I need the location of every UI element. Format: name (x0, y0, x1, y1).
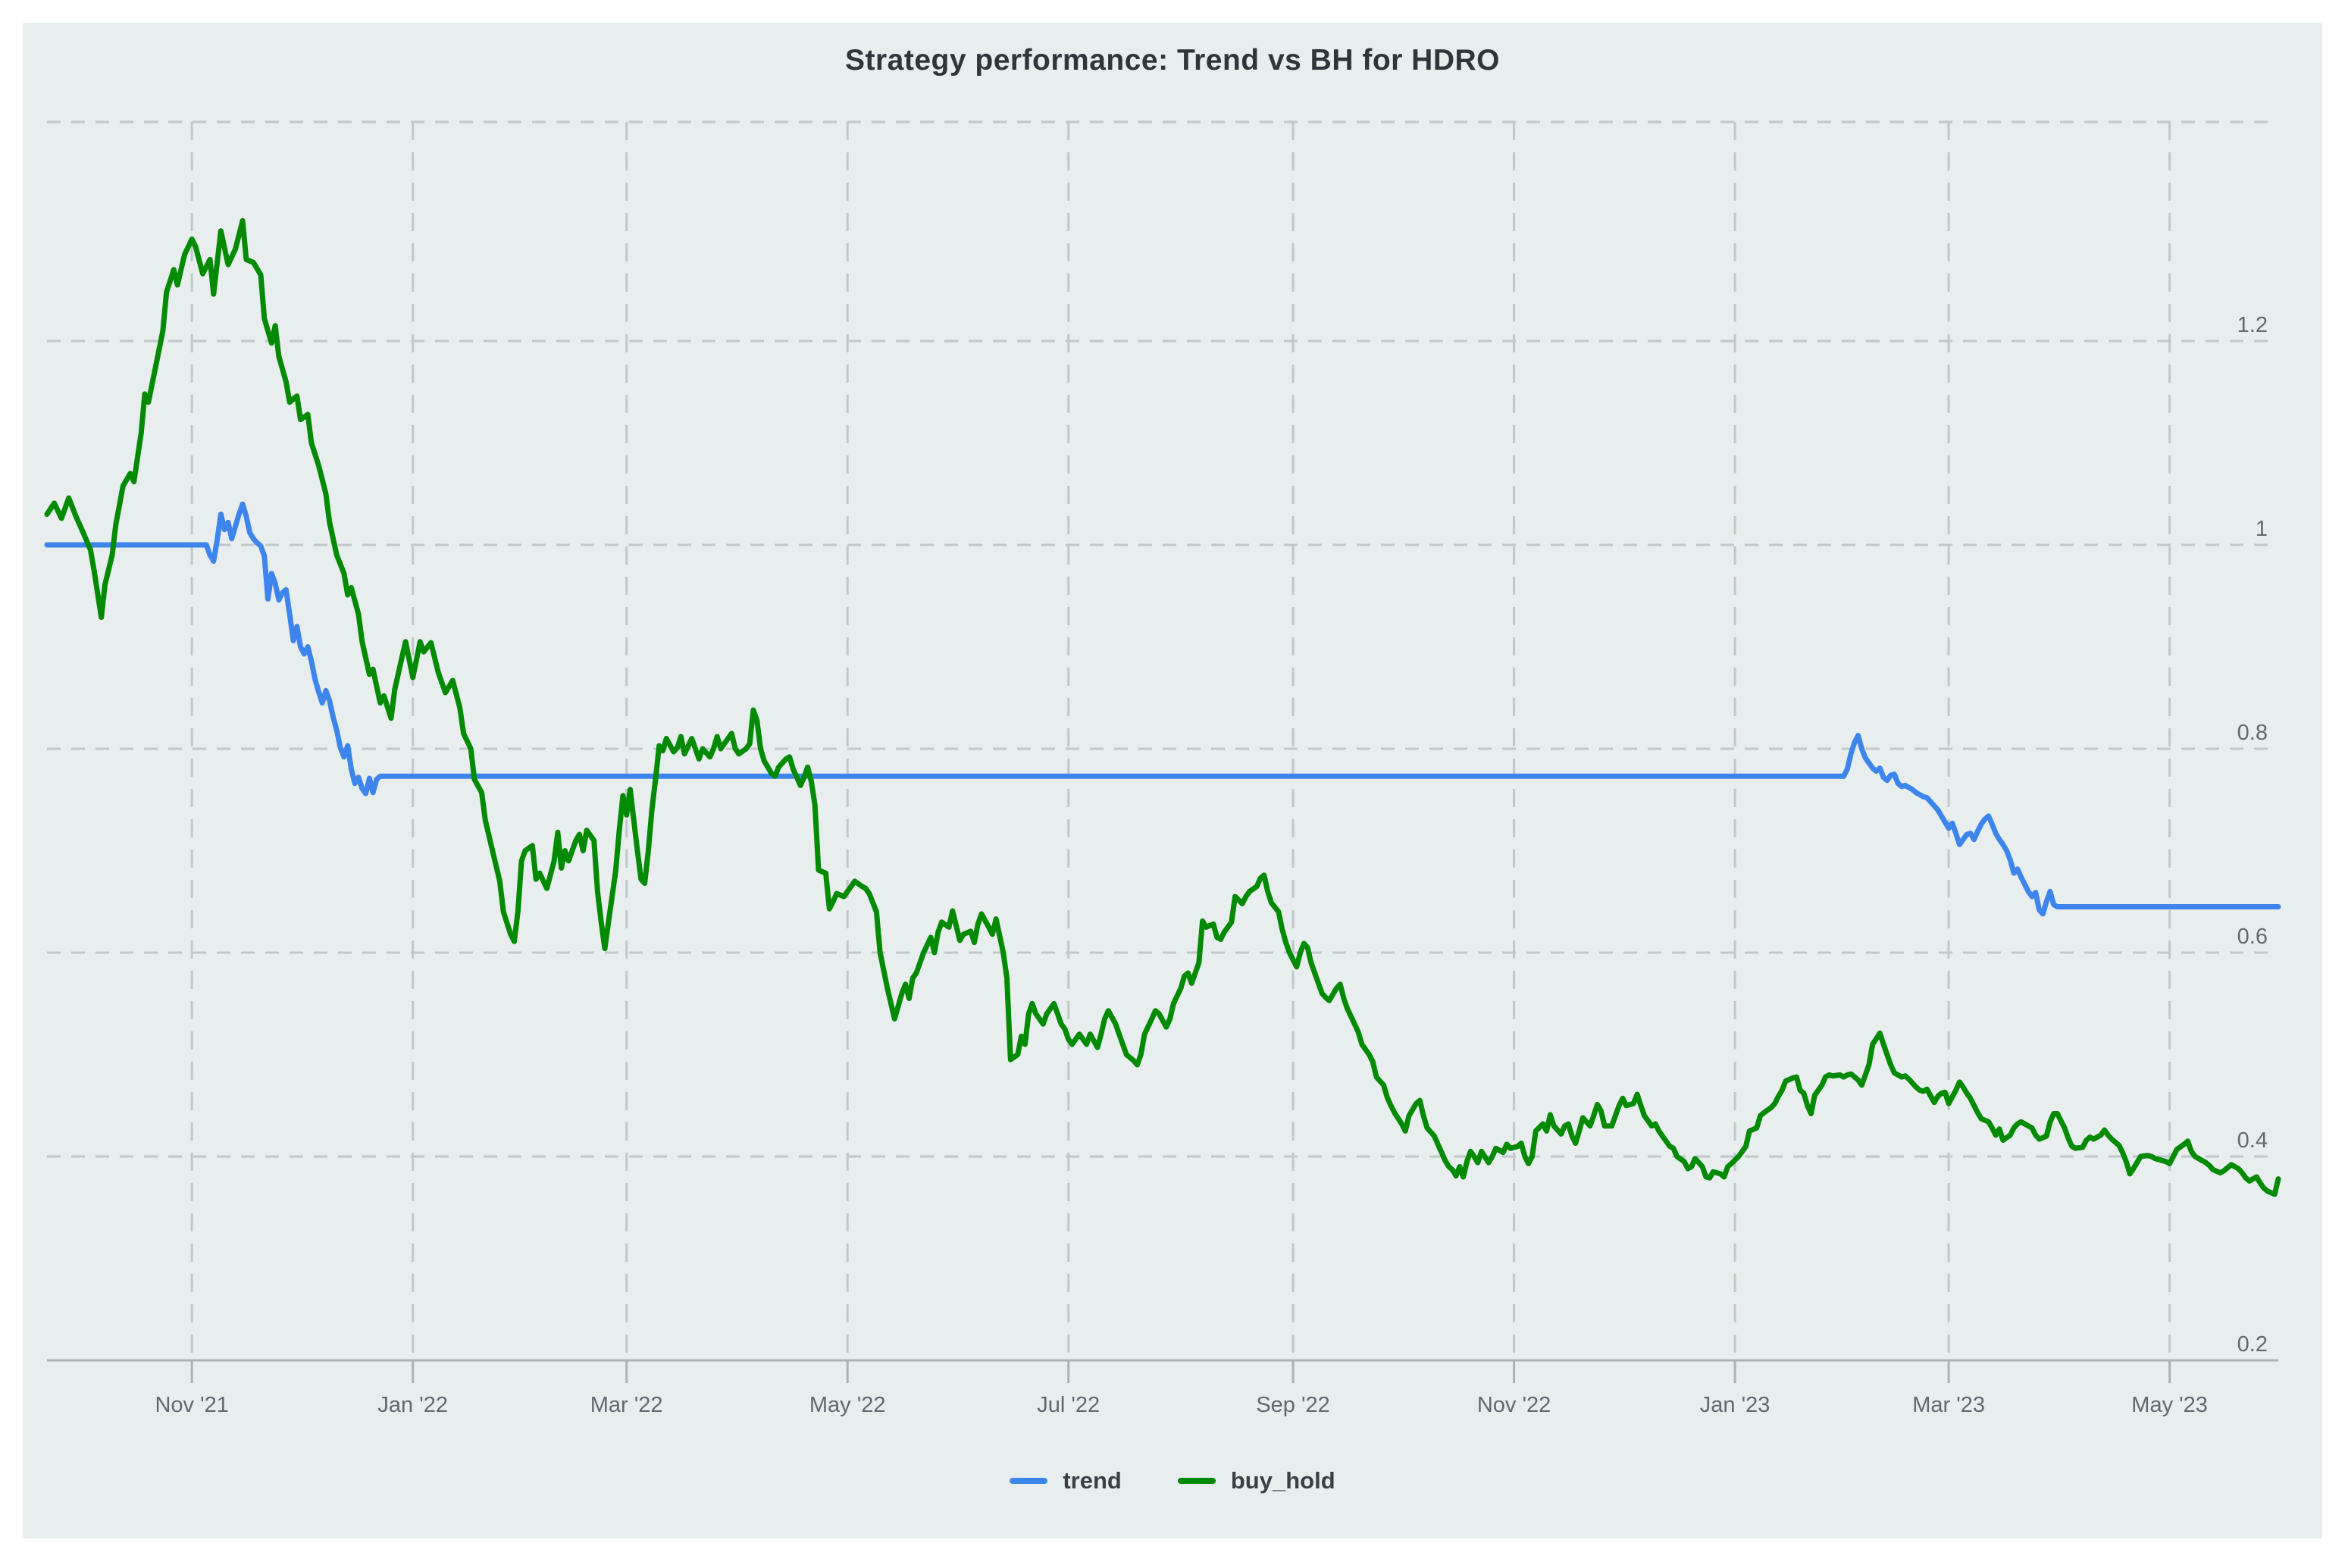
x-tick-label: Jan '23 (1700, 1393, 1770, 1417)
legend-label-trend: trend (1063, 1467, 1122, 1494)
y-tick-label: 1.2 (2237, 313, 2268, 337)
x-tick-label: Jan '22 (377, 1393, 448, 1417)
chart-card (23, 23, 2322, 1538)
y-tick-label: 0.2 (2237, 1332, 2268, 1357)
y-tick-label: 0.4 (2237, 1128, 2268, 1153)
chart-title: Strategy performance: Trend vs BH for HD… (844, 44, 1500, 77)
trend-line-swatch-icon (1010, 1478, 1048, 1484)
y-tick-label: 1 (2256, 517, 2268, 541)
x-tick-label: Jul '22 (1037, 1393, 1100, 1417)
legend-item-buy-hold[interactable]: buy_hold (1177, 1467, 1335, 1494)
x-tick-label: May '22 (809, 1393, 886, 1417)
y-tick-label: 0.8 (2237, 721, 2268, 745)
x-tick-label: Mar '22 (590, 1393, 663, 1417)
series-line-buy_hold (44, 218, 2281, 1197)
x-tick-label: Nov '22 (1477, 1393, 1551, 1417)
x-tick-label: May '23 (2131, 1393, 2208, 1417)
legend-label-buy-hold: buy_hold (1230, 1467, 1335, 1494)
x-tick-label: Sep '22 (1256, 1393, 1329, 1417)
x-tick-label: Mar '23 (1912, 1393, 1985, 1417)
x-tick-label: Nov '21 (155, 1393, 228, 1417)
series-line-trend (44, 501, 2281, 917)
y-tick-label: 0.6 (2237, 925, 2268, 949)
buy-hold-line-swatch-icon (1177, 1478, 1216, 1484)
chart-legend: trend buy_hold (0, 1467, 2345, 1494)
legend-item-trend[interactable]: trend (1010, 1467, 1122, 1494)
